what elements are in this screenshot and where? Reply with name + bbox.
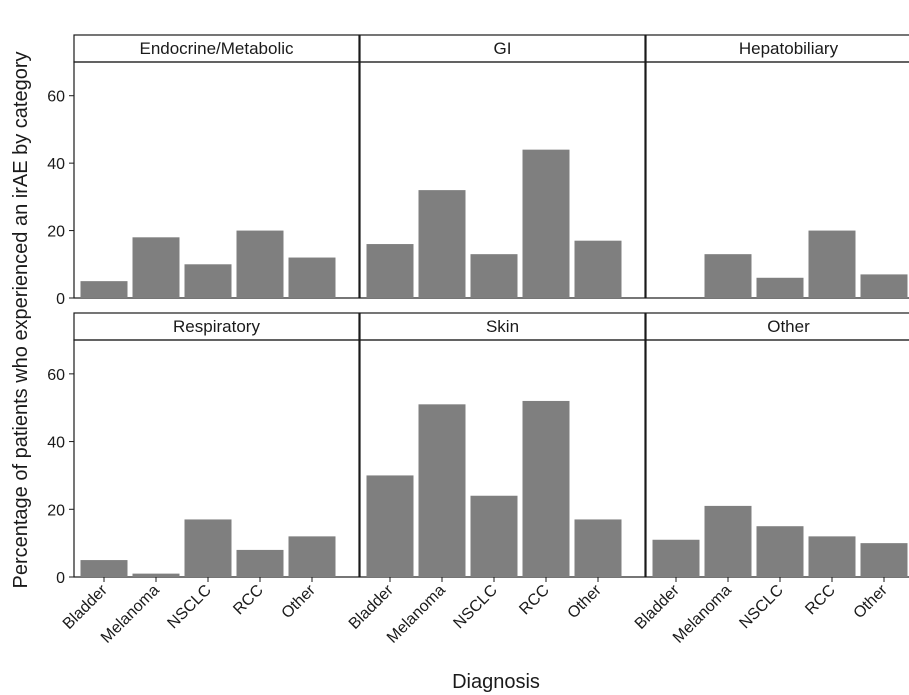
facet-panels: Endocrine/Metabolic 0 20 40 60 GI Hepatobiliar…: [47, 34, 909, 647]
y-tick-label: 20: [47, 224, 65, 241]
bar: [522, 400, 570, 577]
bar: [288, 536, 336, 577]
bar: [236, 549, 284, 577]
bar: [366, 475, 414, 577]
bar: [808, 230, 856, 298]
panel-endocrine-metabolic: Endocrine/Metabolic 0 20 40 60: [47, 34, 360, 308]
bar: [80, 281, 128, 298]
bar: [418, 190, 466, 298]
x-tick-label: RCC: [230, 582, 267, 619]
bar: [808, 536, 856, 577]
bar: [366, 244, 414, 298]
y-tick-label: 60: [47, 89, 65, 106]
bar: [704, 254, 752, 298]
bar: [860, 543, 908, 577]
y-tick-label: 40: [47, 435, 65, 452]
bar: [236, 230, 284, 298]
bar: [470, 495, 518, 577]
bar: [132, 237, 180, 298]
y-axis-label: Percentage of patients who experienced a…: [10, 52, 32, 589]
y-tick-label: 20: [47, 502, 65, 519]
bar: [132, 573, 180, 577]
panel-title: Endocrine/Metabolic: [139, 39, 294, 58]
panel-title: Other: [767, 317, 810, 336]
bar: [184, 519, 232, 577]
bar: [860, 274, 908, 298]
bar: [288, 257, 336, 298]
panel-title: GI: [494, 39, 512, 58]
x-tick-label: NSCLC: [736, 582, 786, 632]
y-tick-label: 0: [56, 291, 65, 308]
panel-title: Hepatobiliary: [739, 39, 839, 58]
x-tick-label: RCC: [516, 582, 553, 619]
panel-title: Respiratory: [173, 317, 260, 336]
x-tick-label: NSCLC: [164, 582, 214, 632]
bar: [184, 264, 232, 298]
x-tick-label: Bladder: [346, 581, 397, 632]
panel-gi: GI: [359, 34, 646, 299]
x-axis-label: Diagnosis: [452, 671, 540, 693]
panel-strip: [73, 34, 360, 63]
x-tick-label: Other: [279, 581, 320, 622]
bar: [704, 505, 752, 577]
x-tick-label: Other: [565, 581, 606, 622]
bar: [756, 277, 804, 298]
x-tick-label: Bladder: [60, 581, 111, 632]
bar: [652, 539, 700, 577]
bar: [756, 526, 804, 577]
bar: [418, 404, 466, 577]
panel-strip: [645, 312, 909, 341]
panel-title: Skin: [486, 317, 519, 336]
x-tick-label: Other: [851, 581, 892, 622]
bar: [574, 240, 622, 298]
panel-hepatobiliary: Hepatobiliary: [645, 34, 909, 299]
bar: [522, 149, 570, 298]
panel-strip: [359, 312, 646, 341]
bar: [80, 560, 128, 577]
y-tick-label: 60: [47, 367, 65, 384]
y-tick-label: 40: [47, 156, 65, 173]
x-tick-label: NSCLC: [450, 582, 500, 632]
x-tick-label: RCC: [802, 582, 839, 619]
bar: [574, 519, 622, 577]
bar: [470, 254, 518, 298]
panel-border: [645, 61, 909, 299]
panel-strip: [73, 312, 360, 341]
x-tick-label: Bladder: [632, 581, 683, 632]
y-tick-label: 0: [56, 570, 65, 587]
panel-strip: [645, 34, 909, 63]
